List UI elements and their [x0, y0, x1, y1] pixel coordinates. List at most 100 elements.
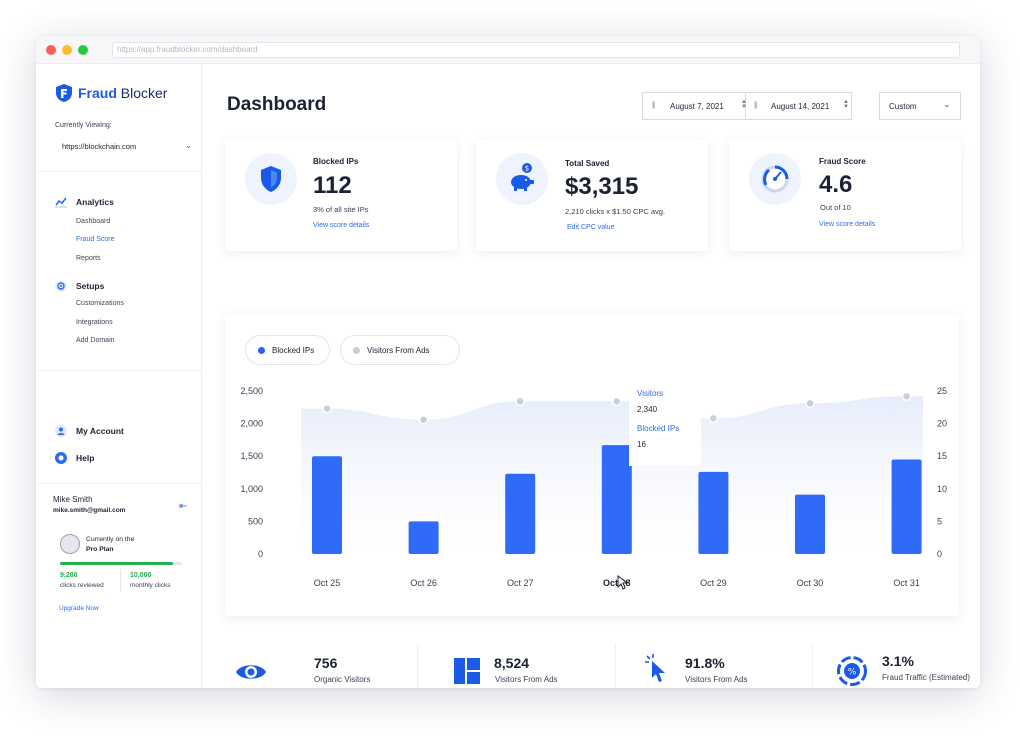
kpi-value: 4.6 [819, 171, 853, 198]
y-right-tick-label: 5 [937, 516, 942, 526]
edit-cpc-link[interactable]: Edit CPC value [567, 224, 615, 231]
range-select[interactable]: Custom ⌄ [879, 92, 961, 120]
stat-value: 756 [314, 655, 338, 671]
monthly-clicks-label: monthly clicks [130, 582, 171, 589]
kpi-subtext: 3% of all site IPs [313, 205, 369, 214]
stat-value: 3.1% [882, 653, 914, 669]
end-date-value: August 14, 2021 [771, 102, 830, 111]
x-tick-label: Oct 31 [893, 578, 920, 588]
tooltip-blocked-label: Blocked IPs [637, 424, 680, 433]
nav-reports[interactable]: Reports [76, 255, 101, 262]
bar-blocked-ips [312, 456, 342, 554]
gear-icon [55, 280, 67, 292]
domain-value: https://blockchain.com [62, 142, 137, 151]
kpi-card-blocked-ips: Blocked IPs 112 3% of all site IPs View … [225, 140, 457, 251]
divider [417, 644, 418, 688]
start-date-value: August 7, 2021 [670, 102, 724, 111]
nav-dashboard[interactable]: Dashboard [76, 218, 111, 225]
nav-integrations[interactable]: Integrations [76, 319, 113, 326]
nav-help-label: Help [76, 453, 95, 463]
x-tick-label: Oct 30 [797, 578, 824, 588]
kpi-value: $3,315 [565, 173, 639, 200]
grip-icon: ||| [652, 102, 656, 109]
stat-value: 8,524 [494, 655, 530, 671]
monthly-clicks-value: 10,000 [130, 572, 152, 579]
x-tick-label: Oct 29 [700, 578, 727, 588]
nav-my-account[interactable]: My Account [54, 424, 124, 438]
point-visitors [612, 396, 622, 407]
stat-caption: Organic Visitors [314, 675, 371, 684]
stat-caption: Visitors From Ads [495, 675, 558, 684]
tooltip-visitors-value: 2,340 [637, 405, 658, 414]
nav-fraud-score[interactable]: Fraud Score [76, 236, 115, 243]
nav-add-domain[interactable]: Add Domain [76, 337, 115, 344]
upgrade-link[interactable]: Upgrade Now [59, 605, 99, 612]
legend-blocked-ips[interactable]: Blocked IPs [245, 335, 330, 365]
end-date-picker[interactable]: ||| August 14, 2021 ▲ ▼ [746, 92, 852, 120]
start-date-picker[interactable]: ||| August 7, 2021 ▲ ▼ [642, 92, 747, 120]
legend-label: Visitors From Ads [367, 345, 430, 355]
divider [615, 644, 616, 688]
svg-text:%: % [848, 668, 857, 678]
legend-dot [353, 347, 360, 354]
legend-dot [258, 347, 265, 354]
y-left-tick-label: 1,500 [240, 451, 263, 461]
logout-icon[interactable]: ⇤ [179, 501, 188, 512]
svg-text:$: $ [525, 165, 529, 173]
bar-blocked-ips [505, 473, 536, 554]
bar-blocked-ips [601, 445, 632, 554]
range-value: Custom [889, 102, 917, 111]
lifebuoy-icon [55, 452, 67, 464]
divider [36, 171, 202, 172]
maximize-window-button[interactable] [78, 45, 88, 55]
sort-arrows-icon: ▲ ▼ [843, 99, 849, 110]
y-left-tick-label: 500 [248, 516, 263, 526]
plan-line1: Currently on the [86, 536, 135, 543]
nav-customizations[interactable]: Customizations [76, 300, 124, 307]
view-score-details-link[interactable]: View score details [313, 222, 370, 229]
divider [36, 483, 202, 484]
nav-analytics-label: Analytics [76, 197, 114, 207]
plan-usage-bar [60, 562, 182, 565]
chevron-down-icon: ⌄ [185, 141, 192, 150]
y-right-tick-label: 15 [937, 451, 947, 461]
chevron-down-icon: ⌄ [943, 99, 951, 109]
kpi-card-fraud-score: Fraud Score 4.6 Out of 10 View score det… [729, 140, 961, 251]
clicks-reviewed-label: clicks reviewed [60, 582, 104, 589]
layout-grid-icon [454, 658, 480, 684]
kpi-label: Blocked IPs [313, 157, 359, 166]
view-score-details-link[interactable]: View score details [819, 221, 876, 228]
x-tick-label: Oct 26 [410, 578, 437, 588]
y-left-tick-label: 0 [258, 549, 263, 559]
main-content: Dashboard ||| August 7, 2021 ▲ ▼ ||| Augu… [202, 64, 980, 688]
nav-setups[interactable]: Setups [54, 279, 104, 293]
y-left-tick-label: 2,000 [240, 419, 263, 429]
shield-icon [261, 166, 281, 192]
plan-badge-icon [60, 534, 80, 554]
point-visitors [418, 414, 429, 425]
browser-titlebar: https://app.fraudblocker.com/dashboard [36, 36, 980, 64]
plan-usage-fill [60, 562, 174, 565]
stat-value: 91.8% [685, 655, 725, 671]
domain-select[interactable]: https://blockchain.com ⌄ [62, 141, 192, 151]
close-window-button[interactable] [46, 45, 56, 55]
browser-window: https://app.fraudblocker.com/dashboard F… [36, 36, 980, 688]
nav-analytics[interactable]: Analytics [54, 195, 114, 209]
currently-viewing-label: Currently Viewing: [55, 122, 112, 129]
nav-help[interactable]: Help [54, 451, 94, 465]
minimize-window-button[interactable] [62, 45, 72, 55]
y-left-tick-label: 1,000 [240, 484, 263, 494]
y-left-tick-label: 2,500 [240, 386, 263, 396]
kpi-value: 112 [313, 172, 352, 199]
address-bar[interactable]: https://app.fraudblocker.com/dashboard [112, 42, 960, 58]
divider [812, 644, 813, 688]
y-right-tick-label: 25 [937, 386, 947, 396]
grip-icon: ||| [754, 102, 758, 109]
bar-line-chart[interactable]: 2,500 2,000 1,500 1,000 500 0 25 20 15 10 5 0 Oct 25… [225, 314, 959, 616]
piggy-bank-icon: $ [511, 163, 534, 191]
legend-visitors-from-ads[interactable]: Visitors From Ads [340, 335, 460, 365]
kpi-card-total-saved: $ Total Saved $3,315 2,210 clicks x $1.5… [476, 140, 708, 251]
divider [36, 370, 202, 371]
x-tick-label: Oct 28 [603, 578, 631, 588]
brand-logo[interactable]: Fraud Blocker [54, 82, 167, 104]
